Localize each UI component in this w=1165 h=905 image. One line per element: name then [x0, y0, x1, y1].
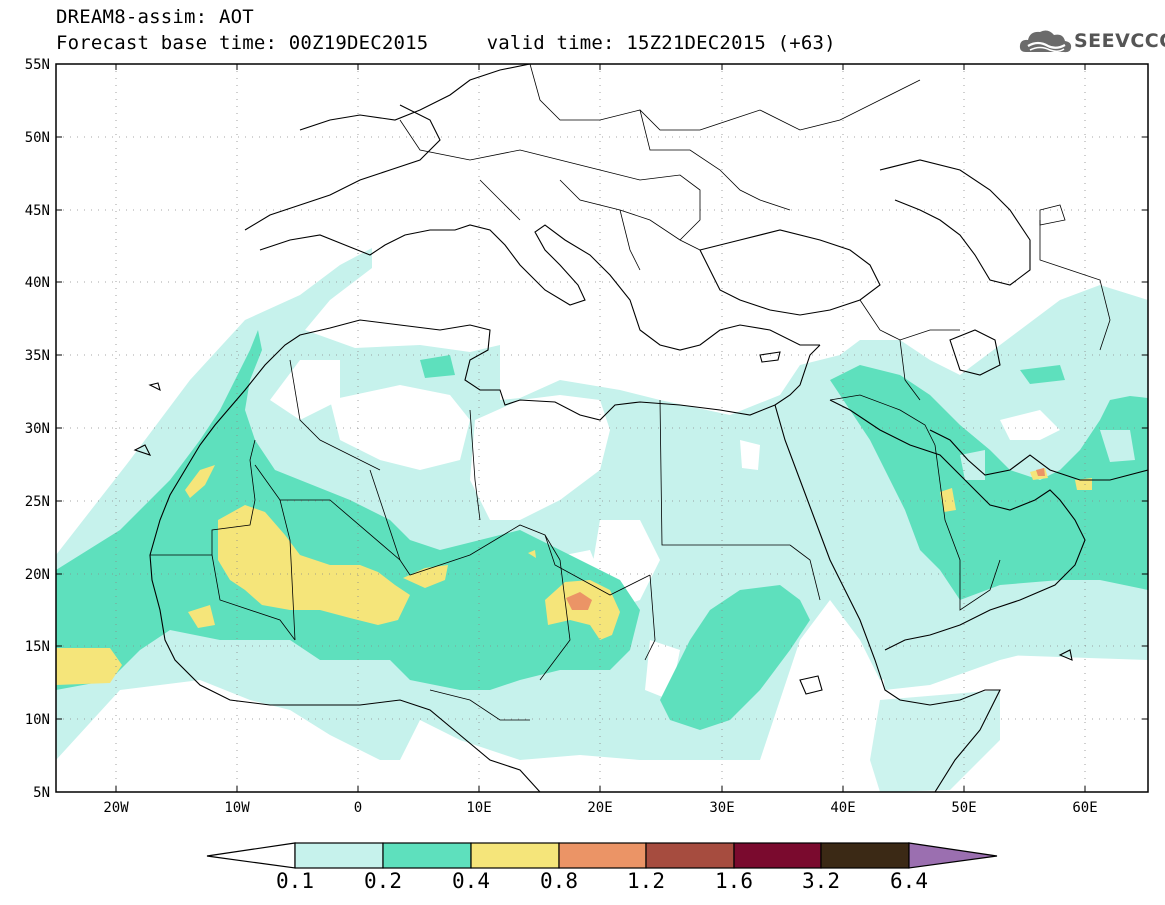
lon-label-10w: 10W: [224, 800, 250, 816]
lon-axis: 20W 10W 0 10E 20E 30E 40E 50E 60E: [103, 64, 1098, 816]
lat-label-45n: 45N: [25, 203, 50, 219]
lat-label-50n: 50N: [25, 130, 50, 146]
lon-label-50e: 50E: [951, 800, 976, 816]
lat-label-10n: 10N: [25, 712, 50, 728]
lat-label-5n: 5N: [33, 785, 50, 801]
lat-label-15n: 15N: [25, 639, 50, 655]
seevccc-logo: SEEVCCC: [1018, 24, 1165, 58]
graticule: [56, 64, 1148, 792]
colorbar-label-0.4: 0.4: [452, 869, 490, 893]
colorbar-over-arrow: [908, 842, 998, 869]
lat-label-30n: 30N: [25, 421, 50, 437]
logo-text: SEEVCCC: [1074, 30, 1165, 52]
lat-axis: 55N 50N 45N 40N 35N 30N 25N 20N 15N 10N …: [25, 57, 1148, 801]
colorbar-bin-0.2: [382, 842, 472, 869]
colorbar-bin-0.1: [294, 842, 384, 869]
colorbar-bin-0.8: [558, 842, 647, 869]
valid-time: valid time: 15Z21DEC2015 (+63): [486, 32, 836, 54]
map-title: DREAM8-assim: AOT: [56, 6, 254, 28]
lon-label-40e: 40E: [830, 800, 855, 816]
lat-label-20n: 20N: [25, 567, 50, 583]
lat-label-35n: 35N: [25, 348, 50, 364]
lon-label-30e: 30E: [709, 800, 734, 816]
lon-label-0: 0: [354, 800, 362, 816]
colorbar-label-6.4: 6.4: [890, 869, 928, 893]
colorbar-under-arrow: [206, 842, 296, 869]
lon-label-10e: 10E: [466, 800, 491, 816]
colorbar-bin-1.2: [645, 842, 735, 869]
lon-label-20w: 20W: [103, 800, 129, 816]
lat-label-25n: 25N: [25, 494, 50, 510]
coastlines: [133, 64, 1148, 792]
aot-level-0.8: [566, 468, 1045, 610]
colorbar-label-0.8: 0.8: [540, 869, 578, 893]
colorbar-label-1.6: 1.6: [715, 869, 753, 893]
lon-label-60e: 60E: [1072, 800, 1097, 816]
colorbar-label-3.2: 3.2: [802, 869, 840, 893]
lat-label-55n: 55N: [25, 57, 50, 73]
colorbar-bin-3.2: [820, 842, 910, 869]
aot-field: [56, 64, 1148, 792]
colorbar-label-0.1: 0.1: [276, 869, 314, 893]
colorbar-label-1.2: 1.2: [627, 869, 665, 893]
aot-level-0.2: [56, 330, 1148, 730]
colorbar-bin-0.4: [470, 842, 560, 869]
lat-label-40n: 40N: [25, 275, 50, 291]
lon-label-20e: 20E: [587, 800, 612, 816]
colorbar-label-0.2: 0.2: [364, 869, 402, 893]
base-time: Forecast base time: 00Z19DEC2015: [56, 32, 429, 54]
forecast-time-line: Forecast base time: 00Z19DEC2015 valid t…: [56, 32, 836, 54]
political-borders: [150, 64, 1111, 721]
colorbar-bin-1.6: [733, 842, 822, 869]
cloud-logo-icon: [1019, 30, 1072, 53]
colorbar: [206, 842, 998, 869]
aot-level-0.4: [56, 465, 1092, 685]
